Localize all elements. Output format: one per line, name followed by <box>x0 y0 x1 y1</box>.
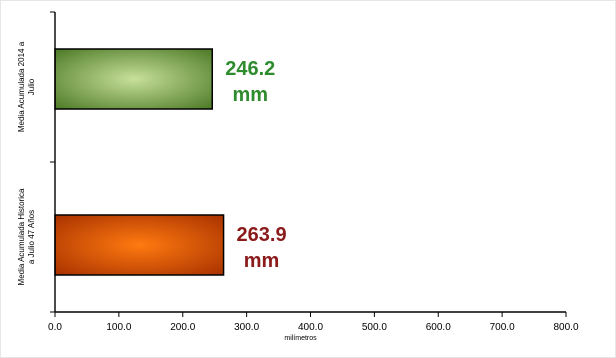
x-axis-title: milímetros <box>284 335 317 342</box>
bar <box>54 214 225 276</box>
x-tick-label: 200.0 <box>170 322 195 333</box>
data-label-value: 263.9 <box>237 224 287 246</box>
x-tick-label: 600.0 <box>426 322 451 333</box>
category-label: a Julio 47 Años <box>27 210 36 264</box>
category-labels-layer: Media Acumulada 2014 a Julio Media Acumula… <box>17 41 36 285</box>
bar <box>54 48 214 110</box>
x-tick-label: 500.0 <box>362 322 387 333</box>
category-label: Julio <box>27 78 36 95</box>
data-label-value: 246.2 <box>225 58 275 80</box>
data-labels-layer: 246.2 mm 263.9 mm <box>225 58 286 272</box>
data-label-unit: mm <box>232 84 268 106</box>
x-ticks-layer: 0.0 100.0 200.0 300.0 400.0 500.0 600.0 700.0 80… <box>48 312 579 333</box>
x-tick-label: 300.0 <box>234 322 259 333</box>
x-tick-label: 400.0 <box>298 322 323 333</box>
category-label: Media Acumulada Historica <box>17 188 26 285</box>
x-tick-label: 800.0 <box>553 322 578 333</box>
data-label-unit: mm <box>244 250 280 272</box>
x-tick-label: 700.0 <box>490 322 515 333</box>
x-tick-label: 0.0 <box>48 322 62 333</box>
bars-layer <box>54 48 225 276</box>
category-label: Media Acumulada 2014 a <box>17 41 26 132</box>
x-tick-label: 100.0 <box>106 322 131 333</box>
